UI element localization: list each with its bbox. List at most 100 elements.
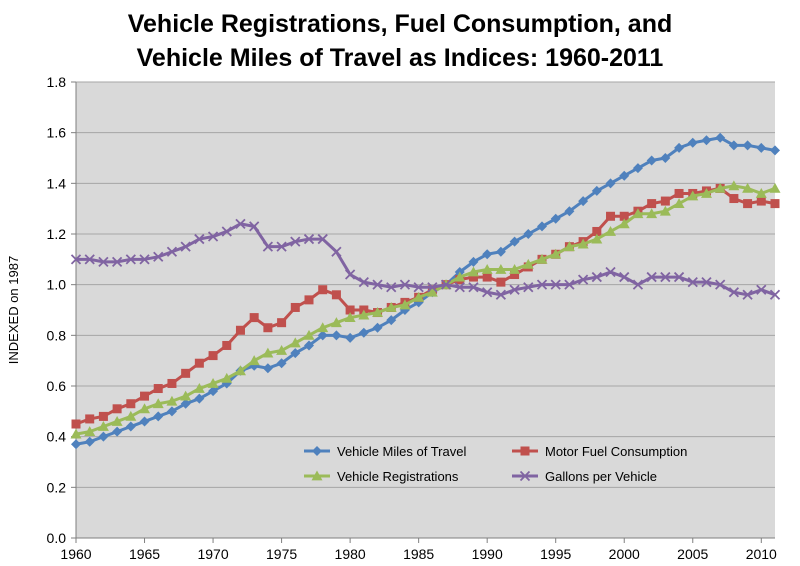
data-point	[523, 282, 534, 293]
data-point	[742, 140, 753, 151]
data-point	[249, 221, 260, 232]
data-point	[550, 213, 561, 224]
data-point	[345, 305, 355, 315]
data-point	[467, 266, 479, 277]
data-point	[153, 251, 164, 262]
data-point	[207, 377, 219, 388]
data-point	[344, 312, 356, 322]
x-tick-label: 1980	[335, 546, 366, 562]
data-point	[510, 270, 520, 280]
data-point	[125, 421, 136, 432]
y-tick-label: 0.6	[47, 378, 67, 394]
data-point	[276, 241, 287, 252]
data-point	[468, 282, 479, 293]
legend-item: Vehicle Registrations	[304, 469, 459, 484]
data-point	[632, 279, 644, 290]
data-point	[234, 365, 246, 376]
data-point	[673, 198, 685, 208]
data-point	[509, 263, 521, 274]
legend-marker	[312, 446, 322, 456]
data-point	[208, 386, 219, 397]
data-point	[646, 271, 657, 283]
data-point	[495, 246, 506, 257]
data-point	[303, 329, 315, 340]
data-point	[536, 253, 548, 264]
data-point	[605, 178, 616, 189]
data-point	[619, 271, 630, 283]
data-point	[385, 301, 397, 312]
data-point	[674, 188, 684, 198]
data-point	[701, 135, 712, 146]
data-point	[125, 254, 136, 265]
data-point	[207, 231, 219, 242]
data-point	[577, 238, 589, 249]
data-point	[742, 182, 754, 193]
data-point	[606, 211, 616, 221]
data-point	[290, 302, 300, 312]
legend-marker	[520, 446, 530, 456]
data-point	[756, 284, 767, 295]
data-point	[482, 249, 493, 260]
data-point	[728, 180, 740, 191]
x-tick-label: 2005	[677, 546, 708, 562]
data-point	[194, 233, 205, 245]
y-tick-label: 1.2	[47, 226, 67, 242]
data-point	[427, 282, 438, 293]
data-point	[632, 208, 644, 219]
data-point	[139, 254, 150, 265]
data-point	[440, 279, 452, 290]
series-gallons-per-vehicle	[70, 218, 781, 300]
data-point	[139, 403, 151, 414]
data-point	[84, 426, 96, 436]
series-line	[75, 184, 776, 436]
data-point	[290, 348, 301, 359]
y-tick-label: 1.8	[47, 74, 67, 90]
data-point	[426, 286, 438, 297]
data-point	[167, 378, 177, 388]
data-point	[276, 358, 287, 369]
data-point	[84, 436, 95, 447]
data-point	[646, 208, 658, 219]
data-point	[715, 279, 726, 290]
data-point	[71, 439, 81, 450]
series-vehicle-registrations	[70, 180, 781, 439]
data-point	[591, 185, 602, 196]
data-point	[742, 289, 753, 300]
legend: Vehicle Miles of Travel Motor Fuel Consum…	[304, 444, 687, 484]
data-point	[262, 347, 274, 358]
data-point	[509, 284, 520, 295]
y-tick-label: 1.0	[47, 277, 67, 293]
data-point	[482, 272, 492, 282]
data-point	[578, 196, 589, 207]
x-tick-label: 1965	[129, 546, 160, 562]
data-point	[646, 155, 657, 166]
data-point	[153, 384, 163, 394]
data-point	[262, 241, 274, 252]
data-point	[111, 415, 123, 426]
data-point	[660, 271, 671, 283]
series-line	[75, 136, 776, 446]
data-point	[85, 414, 95, 424]
legend-item: Motor Fuel Consumption	[512, 444, 687, 459]
data-point	[304, 295, 314, 305]
data-point	[345, 332, 356, 343]
y-tick-label: 0.2	[47, 479, 67, 495]
data-point	[290, 236, 301, 247]
data-point	[591, 233, 603, 244]
data-point	[729, 194, 739, 204]
data-point	[98, 411, 108, 421]
data-point	[317, 330, 328, 341]
data-point	[536, 279, 548, 290]
x-tick-label: 2000	[609, 546, 640, 562]
data-point	[413, 282, 424, 293]
data-point	[482, 287, 493, 298]
data-point	[755, 187, 767, 198]
data-point	[605, 266, 616, 278]
data-point	[152, 398, 164, 409]
data-point	[372, 322, 383, 333]
data-point	[263, 323, 273, 333]
data-point	[262, 363, 273, 374]
data-point	[399, 279, 411, 290]
